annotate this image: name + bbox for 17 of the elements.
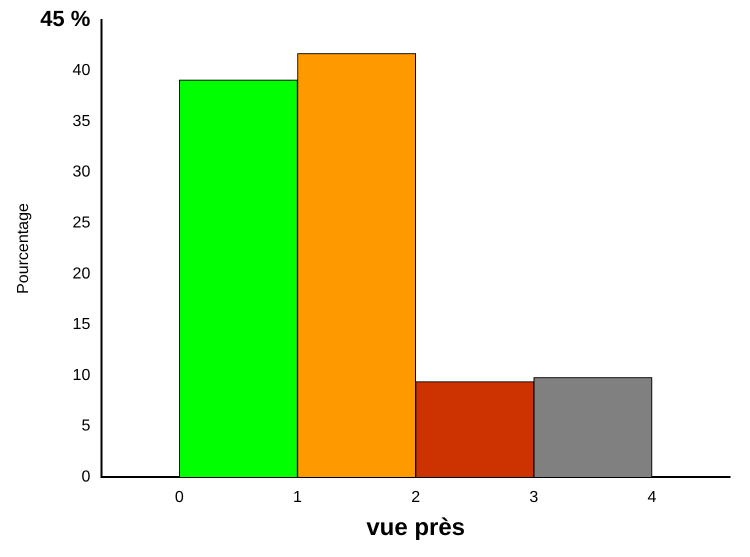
x-axis-title: vue près: [366, 514, 466, 542]
x-tick-label: 2: [411, 489, 420, 506]
y-tick-label: 30: [72, 164, 90, 181]
x-tick-label: 3: [529, 489, 538, 506]
y-tick-label: 45 %: [40, 6, 90, 32]
x-tick-label: 0: [174, 489, 184, 506]
y-tick-label: 5: [81, 418, 90, 435]
y-tick-label: 25: [72, 214, 90, 232]
y-tick-label: 0: [81, 468, 90, 486]
x-tick-label: 1: [293, 489, 302, 506]
y-axis-title: Pourcentage: [15, 203, 32, 294]
y-tick-label: 15: [72, 316, 90, 334]
x-tick-label: 4: [648, 489, 657, 506]
y-tick-label: 10: [72, 366, 90, 384]
y-tick-label: 40: [72, 62, 90, 80]
y-tick-label: 35: [72, 112, 90, 130]
y-tick-label: 20: [72, 265, 90, 282]
